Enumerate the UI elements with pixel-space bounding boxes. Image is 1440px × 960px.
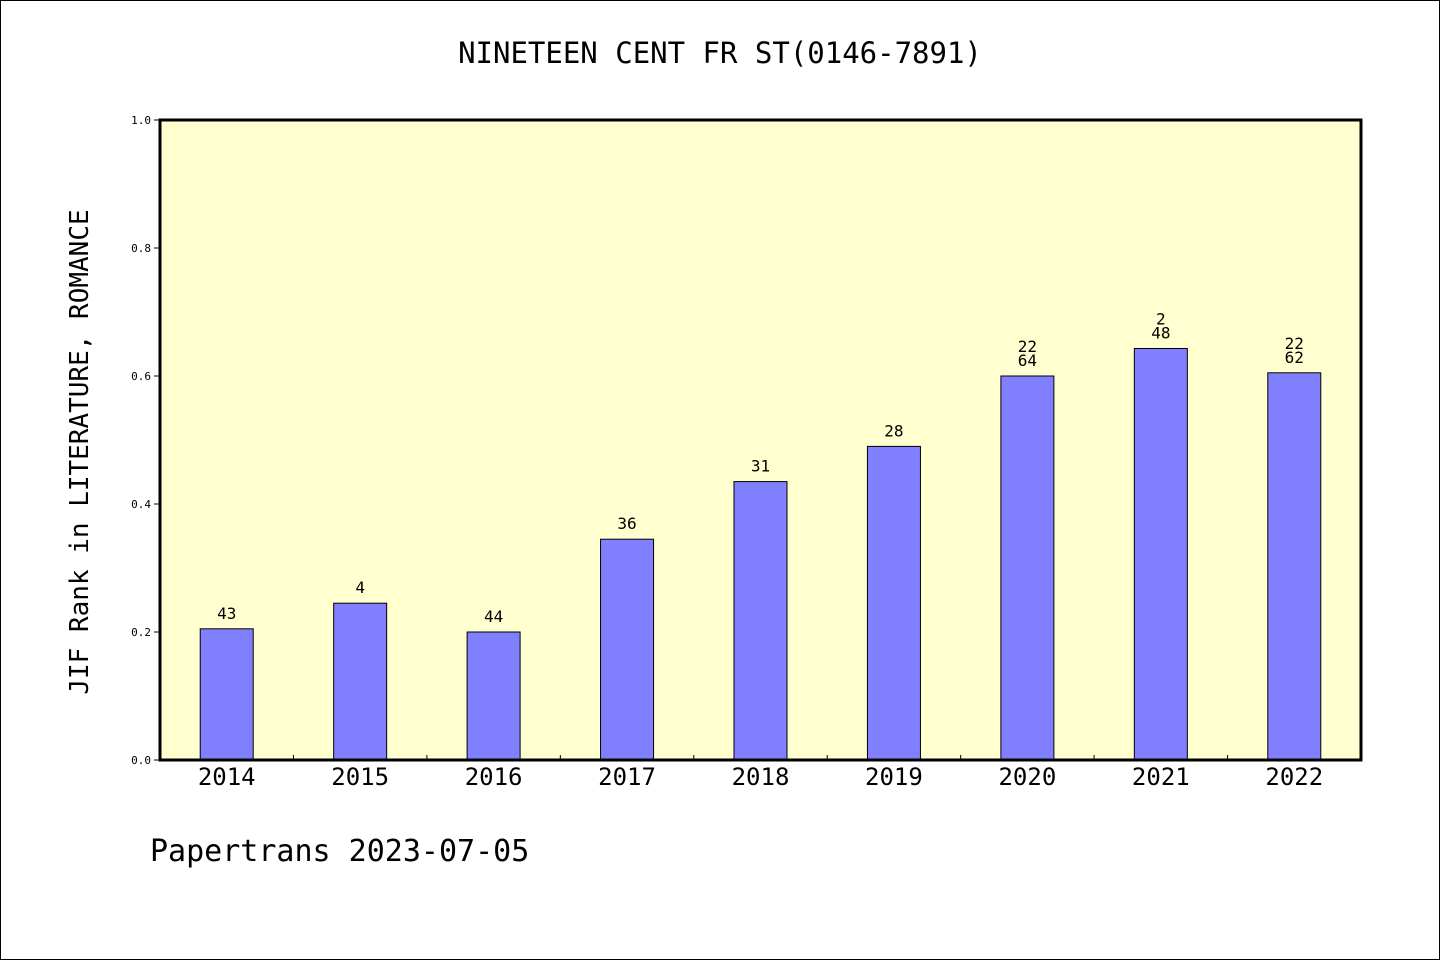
bar-value-label: 22	[1285, 334, 1304, 353]
bar-2019	[866, 445, 921, 761]
bar-2022	[1267, 372, 1322, 761]
x-tick-label: 2019	[865, 763, 923, 791]
y-axis-label: JIF Rank in LITERATURE, ROMANCE	[65, 209, 95, 694]
x-tick-label: 2018	[732, 763, 790, 791]
x-tick-label: 2015	[331, 763, 389, 791]
y-axis: 0.0 0.2 0.4 0.6 0.8 1.0	[131, 114, 160, 767]
bar-value-label: 36	[617, 514, 636, 533]
bar-2016	[466, 631, 521, 761]
plot-border	[158, 118, 1363, 762]
bar-value-label: 48	[1151, 323, 1170, 342]
y-tick-label: 0.4	[131, 498, 151, 511]
bar-2018	[733, 481, 788, 761]
x-tick-label: 2016	[465, 763, 523, 791]
bar-value-label: 2	[1156, 309, 1166, 328]
bar-value-label: 4	[355, 578, 365, 597]
bar-value-label: 64	[1018, 351, 1037, 370]
bars-group	[199, 347, 1322, 761]
bar-2017	[600, 538, 655, 761]
y-tick-label: 0.2	[131, 626, 151, 639]
y-tick-label: 0.8	[131, 242, 151, 255]
bar-value-label: 22	[1018, 337, 1037, 356]
footer-note: Papertrans 2023-07-05	[150, 834, 530, 869]
bar-value-label: 44	[484, 607, 503, 626]
bar-value-label: 31	[751, 457, 770, 476]
x-axis: 2014 2015 2016 2017 2018 2019 2020 2021 2022	[198, 755, 1323, 791]
bar-2014	[199, 628, 254, 761]
x-tick-label: 2022	[1265, 763, 1323, 791]
x-tick-label: 2021	[1132, 763, 1190, 791]
bar-value-label: 43	[217, 604, 236, 623]
x-tick-label: 2014	[198, 763, 256, 791]
y-tick-label: 1.0	[131, 114, 151, 127]
bar-value-label: 28	[884, 421, 903, 440]
chart-title: NINETEEN CENT FR ST(0146-7891)	[458, 36, 982, 70]
y-tick-label: 0.6	[131, 370, 151, 383]
bar-2015	[333, 602, 388, 761]
bar-2020	[1000, 375, 1055, 761]
bar-value-label: 62	[1285, 348, 1304, 367]
y-tick-label: 0.0	[131, 754, 151, 767]
x-tick-label: 2020	[998, 763, 1056, 791]
x-tick-label: 2017	[598, 763, 656, 791]
bar-2021	[1133, 347, 1188, 761]
